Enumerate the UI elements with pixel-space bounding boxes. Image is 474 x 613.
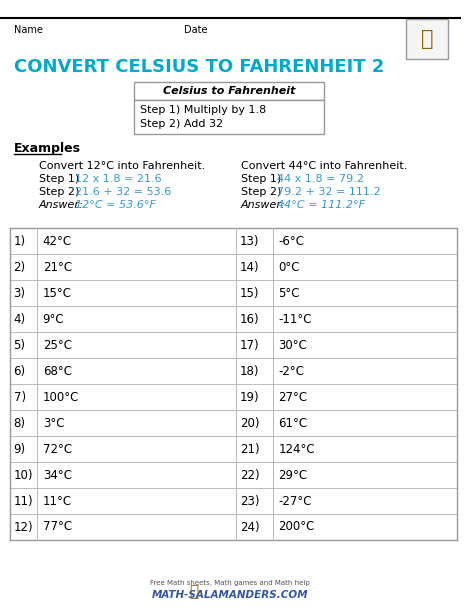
Text: 61°C: 61°C — [279, 416, 308, 430]
Text: 17): 17) — [240, 338, 259, 351]
Text: 3): 3) — [14, 286, 26, 300]
Text: 2): 2) — [14, 261, 26, 273]
Text: Answer:: Answer: — [241, 200, 289, 210]
Text: 15): 15) — [240, 286, 259, 300]
Text: 44°C = 111.2°F: 44°C = 111.2°F — [277, 200, 365, 210]
Text: Name: Name — [14, 25, 43, 35]
Text: 21°C: 21°C — [43, 261, 72, 273]
Text: 6): 6) — [14, 365, 26, 378]
Text: Convert 44°C into Fahrenheit.: Convert 44°C into Fahrenheit. — [241, 161, 407, 171]
Text: Convert 12°C into Fahrenheit.: Convert 12°C into Fahrenheit. — [39, 161, 205, 171]
Text: 1): 1) — [14, 235, 26, 248]
Text: 23): 23) — [240, 495, 259, 508]
Text: 11°C: 11°C — [43, 495, 72, 508]
Text: 44 x 1.8 = 79.2: 44 x 1.8 = 79.2 — [277, 174, 364, 184]
Text: 8): 8) — [14, 416, 26, 430]
Text: 12°C = 53.6°F: 12°C = 53.6°F — [75, 200, 155, 210]
Text: Step 2): Step 2) — [241, 187, 284, 197]
Text: Step 1): Step 1) — [39, 174, 82, 184]
Text: Step 1) Multiply by 1.8: Step 1) Multiply by 1.8 — [140, 105, 266, 115]
Text: Date: Date — [184, 25, 208, 35]
FancyBboxPatch shape — [134, 100, 324, 134]
Text: -11°C: -11°C — [279, 313, 312, 326]
Text: CONVERT CELSIUS TO FAHRENHEIT 2: CONVERT CELSIUS TO FAHRENHEIT 2 — [14, 58, 384, 76]
Text: -6°C: -6°C — [279, 235, 305, 248]
Text: 124°C: 124°C — [279, 443, 315, 455]
Text: Step 2): Step 2) — [39, 187, 82, 197]
Text: Free Math sheets, Math games and Math help: Free Math sheets, Math games and Math he… — [150, 580, 310, 586]
Text: 16): 16) — [240, 313, 259, 326]
FancyBboxPatch shape — [406, 19, 448, 59]
FancyBboxPatch shape — [9, 228, 457, 540]
Text: 42°C: 42°C — [43, 235, 72, 248]
Text: 9°C: 9°C — [43, 313, 64, 326]
Text: -27°C: -27°C — [279, 495, 312, 508]
Text: 20): 20) — [240, 416, 259, 430]
Text: -2°C: -2°C — [279, 365, 305, 378]
Text: 3°C: 3°C — [43, 416, 64, 430]
Text: 18): 18) — [240, 365, 259, 378]
Text: 15°C: 15°C — [43, 286, 72, 300]
Text: 5): 5) — [14, 338, 26, 351]
Text: 19): 19) — [240, 390, 259, 403]
Text: 79.2 + 32 = 111.2: 79.2 + 32 = 111.2 — [277, 187, 380, 197]
Text: 12 x 1.8 = 21.6: 12 x 1.8 = 21.6 — [75, 174, 161, 184]
Text: 27°C: 27°C — [279, 390, 308, 403]
Text: 30°C: 30°C — [279, 338, 308, 351]
Text: 10): 10) — [14, 468, 33, 481]
Text: Step 1): Step 1) — [241, 174, 284, 184]
Text: 24): 24) — [240, 520, 259, 533]
Text: 21.6 + 32 = 53.6: 21.6 + 32 = 53.6 — [75, 187, 171, 197]
Text: 4): 4) — [14, 313, 26, 326]
Text: 🚶: 🚶 — [190, 585, 199, 600]
Text: 22): 22) — [240, 468, 259, 481]
Text: 25°C: 25°C — [43, 338, 72, 351]
Text: 21): 21) — [240, 443, 259, 455]
Text: 9): 9) — [14, 443, 26, 455]
Text: 200°C: 200°C — [279, 520, 315, 533]
Text: 7): 7) — [14, 390, 26, 403]
Text: 13): 13) — [240, 235, 259, 248]
Text: 5°C: 5°C — [279, 286, 300, 300]
FancyBboxPatch shape — [134, 82, 324, 100]
Text: Celsius to Fahrenheit: Celsius to Fahrenheit — [163, 86, 295, 96]
Text: 12): 12) — [14, 520, 33, 533]
Text: 14): 14) — [240, 261, 259, 273]
Text: MATH-SALAMANDERS.COM: MATH-SALAMANDERS.COM — [152, 590, 309, 600]
Text: 34°C: 34°C — [43, 468, 72, 481]
Text: 29°C: 29°C — [279, 468, 308, 481]
Text: Step 2) Add 32: Step 2) Add 32 — [140, 119, 223, 129]
Text: Answer:: Answer: — [39, 200, 87, 210]
Text: 68°C: 68°C — [43, 365, 72, 378]
Text: 🚶: 🚶 — [421, 29, 433, 49]
Text: 11): 11) — [14, 495, 33, 508]
Text: 77°C: 77°C — [43, 520, 72, 533]
Text: Examples: Examples — [14, 142, 81, 154]
Text: 72°C: 72°C — [43, 443, 72, 455]
Text: 100°C: 100°C — [43, 390, 79, 403]
Text: 0°C: 0°C — [279, 261, 300, 273]
